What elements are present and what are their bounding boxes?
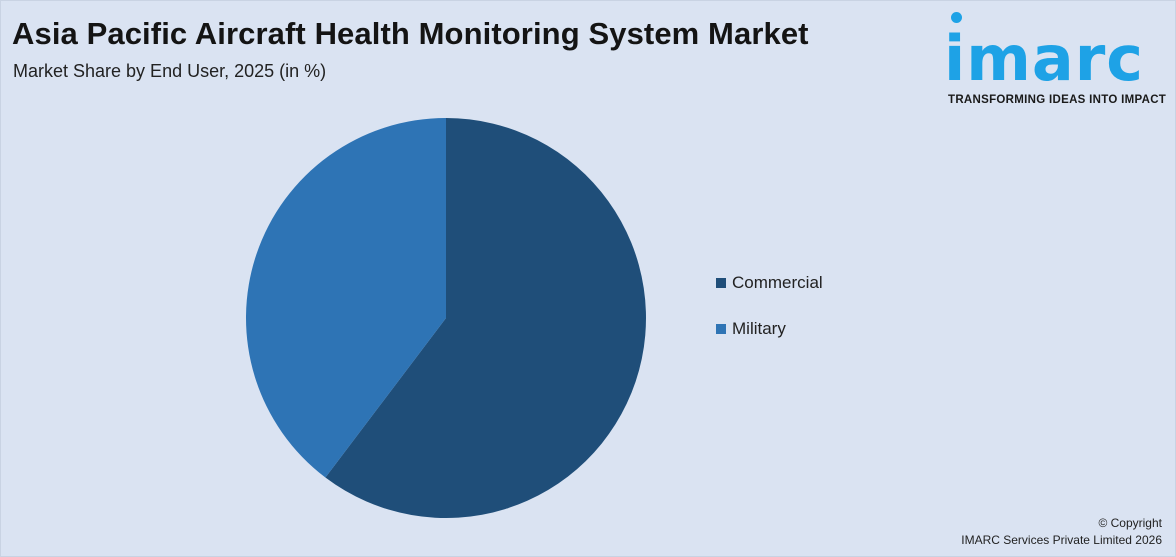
legend-label-military: Military [732, 319, 786, 338]
legend-item-military: Military [716, 318, 823, 340]
pie-slice-military [245, 118, 446, 478]
chart-subtitle: Market Share by End User, 2025 (in %) [13, 61, 327, 81]
logo-tagline: TRANSFORMING IDEAS INTO IMPACT [948, 94, 1167, 106]
copyright: © Copyright IMARC Services Private Limit… [961, 515, 1162, 549]
legend: Commercial Military [716, 272, 823, 364]
legend-swatch-military [716, 324, 726, 334]
legend-item-commercial: Commercial [716, 272, 823, 294]
copyright-line-2: IMARC Services Private Limited 2026 [961, 533, 1162, 547]
logo-dot [951, 12, 962, 23]
logo-wordmark: imarc [944, 22, 1145, 95]
chart-title: Asia Pacific Aircraft Health Monitoring … [12, 16, 809, 51]
copyright-line-1: © Copyright [1098, 516, 1162, 530]
legend-swatch-commercial [716, 278, 726, 288]
pie-slice-commercial [325, 118, 646, 518]
legend-label-commercial: Commercial [732, 273, 823, 292]
imarc-logo: imarc TRANSFORMING IDEAS INTO IMPACT [944, 12, 1170, 112]
